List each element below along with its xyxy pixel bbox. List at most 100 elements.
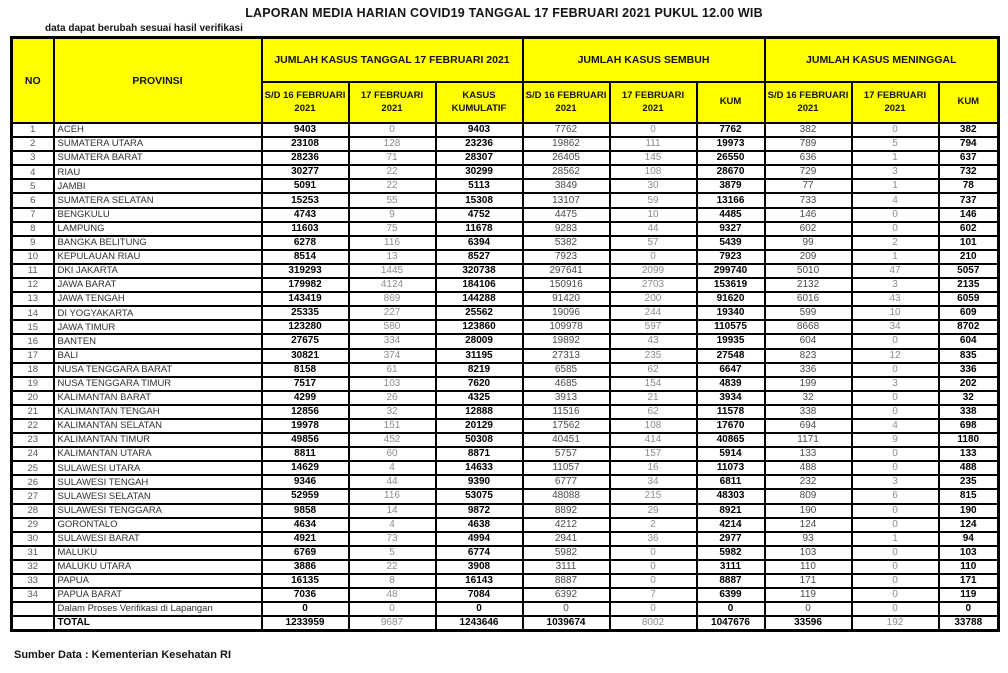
- row-number-cell: 4: [10, 164, 55, 181]
- value-cell: 732: [937, 164, 1000, 181]
- value-cell: 0: [608, 572, 698, 590]
- value-cell: 103: [347, 375, 437, 392]
- value-cell: 4485: [695, 206, 766, 223]
- value-cell: 62: [608, 403, 698, 420]
- province-cell: BANTEN: [52, 333, 263, 350]
- value-cell: 32: [937, 389, 1000, 406]
- value-cell: 7923: [521, 248, 611, 265]
- value-cell: 8811: [260, 446, 350, 463]
- subheader-meninggal-kum: KUM: [937, 81, 1000, 124]
- province-cell: NUSA TENGGARA TIMUR: [52, 375, 263, 392]
- value-cell: 44: [347, 474, 437, 491]
- row-number-cell: 14: [10, 305, 55, 322]
- subheader-kasus-kumulatif: KASUS KUMULATIF: [434, 81, 524, 124]
- province-cell: JAMBI: [52, 178, 263, 195]
- province-cell: SULAWESI UTARA: [52, 460, 263, 477]
- province-cell: JAWA TIMUR: [52, 319, 263, 336]
- value-cell: 6647: [695, 361, 766, 378]
- value-cell: 8: [347, 572, 437, 590]
- value-cell: 604: [937, 333, 1000, 350]
- value-cell: 12856: [260, 403, 350, 420]
- value-cell: 11678: [434, 220, 524, 237]
- value-cell: 14633: [434, 460, 524, 477]
- value-cell: 580: [347, 319, 437, 336]
- value-cell: 40451: [521, 432, 611, 449]
- value-cell: 16135: [260, 572, 350, 590]
- page-title: LAPORAN MEDIA HARIAN COVID19 TANGGAL 17 …: [245, 6, 763, 20]
- value-cell: 25562: [434, 305, 524, 322]
- table-row: 13 JAWA TENGAH 143419 869 144288 91420 200 9162…: [10, 291, 1000, 308]
- value-cell: 0: [608, 121, 698, 139]
- value-cell: 636: [763, 150, 853, 167]
- table-row: 15 JAWA TIMUR 123280 580 123860 109978 597 1105…: [10, 319, 1000, 336]
- value-cell: 232: [763, 474, 853, 491]
- value-cell: 0: [347, 121, 437, 139]
- value-cell: 8892: [521, 502, 611, 519]
- value-cell: 11073: [695, 460, 766, 477]
- value-cell: 8527: [434, 248, 524, 265]
- row-number-cell: 15: [10, 319, 55, 336]
- value-cell: 4638: [434, 516, 524, 533]
- value-cell: 23108: [260, 136, 350, 153]
- table-row: 7 BENGKULU 4743 9 4752 4475 10 4485 146 0 146: [10, 206, 1000, 223]
- table-row: 23 KALIMANTAN TIMUR 49856 452 50308 40451 414 4…: [10, 432, 1000, 449]
- value-cell: 19862: [521, 136, 611, 153]
- value-cell: 602: [763, 220, 853, 237]
- value-cell: 108: [608, 417, 698, 435]
- value-cell: 116: [347, 488, 437, 505]
- value-cell: 382: [937, 121, 1000, 139]
- value-cell: 604: [763, 333, 853, 350]
- value-cell: 28236: [260, 150, 350, 167]
- value-cell: 3: [850, 164, 940, 181]
- value-cell: 0: [608, 248, 698, 265]
- province-cell: KALIMANTAN TENGAH: [52, 403, 263, 420]
- subheader-sembuh-sd16: S/D 16 FEBRUARI 2021: [521, 81, 611, 124]
- value-cell: 119: [763, 587, 853, 604]
- value-cell: 8158: [260, 361, 350, 378]
- value-cell: 4743: [260, 206, 350, 223]
- row-number-cell: 28: [10, 502, 55, 519]
- value-cell: 110575: [695, 319, 766, 336]
- value-cell: 23236: [434, 136, 524, 153]
- value-cell: 146: [937, 206, 1000, 223]
- value-cell: 4: [347, 460, 437, 477]
- value-cell: 13166: [695, 192, 766, 209]
- value-cell: 3886: [260, 558, 350, 576]
- province-cell: KALIMANTAN BARAT: [52, 389, 263, 406]
- value-cell: 19096: [521, 305, 611, 322]
- value-cell: 0: [850, 220, 940, 237]
- value-cell: 4124: [347, 277, 437, 294]
- value-cell: 0: [850, 446, 940, 463]
- header-group-sembuh: JUMLAH KASUS SEMBUH: [521, 36, 766, 83]
- value-cell: 77: [763, 178, 853, 195]
- value-cell: 1233959: [260, 615, 350, 632]
- table-row: 10 KEPULAUAN RIAU 8514 13 8527 7923 0 7923 209 1 2…: [10, 248, 1000, 265]
- value-cell: 7: [608, 587, 698, 604]
- subheader-kasus-sd16: S/D 16 FEBRUARI 2021: [260, 81, 350, 124]
- value-cell: 4839: [695, 375, 766, 392]
- value-cell: 8514: [260, 248, 350, 265]
- table-row: 5 JAMBI 5091 22 5113 3849 30 3879 77 1 78: [10, 178, 1000, 195]
- value-cell: 7620: [434, 375, 524, 392]
- value-cell: 6399: [695, 587, 766, 604]
- source-footer: Sumber Data : Kementerian Kesehatan RI: [14, 649, 232, 661]
- value-cell: 61: [347, 361, 437, 378]
- value-cell: 143419: [260, 291, 350, 308]
- value-cell: 2703: [608, 277, 698, 294]
- value-cell: 5914: [695, 446, 766, 463]
- value-cell: 0: [850, 403, 940, 420]
- province-cell: JAWA BARAT: [52, 277, 263, 294]
- value-cell: 153619: [695, 277, 766, 294]
- table-row: 24 KALIMANTAN UTARA 8811 60 8871 5757 157 5914 1…: [10, 446, 1000, 463]
- row-number-cell: 24: [10, 446, 55, 463]
- verification-note: data dapat berubah sesuai hasil verifika…: [45, 23, 243, 34]
- value-cell: 103: [763, 544, 853, 561]
- value-cell: 22: [347, 164, 437, 181]
- value-cell: 30299: [434, 164, 524, 181]
- value-cell: 0: [850, 572, 940, 590]
- province-cell: RIAU: [52, 164, 263, 181]
- value-cell: 6777: [521, 474, 611, 491]
- value-cell: 16143: [434, 572, 524, 590]
- province-cell: BENGKULU: [52, 206, 263, 223]
- value-cell: 190: [937, 502, 1000, 519]
